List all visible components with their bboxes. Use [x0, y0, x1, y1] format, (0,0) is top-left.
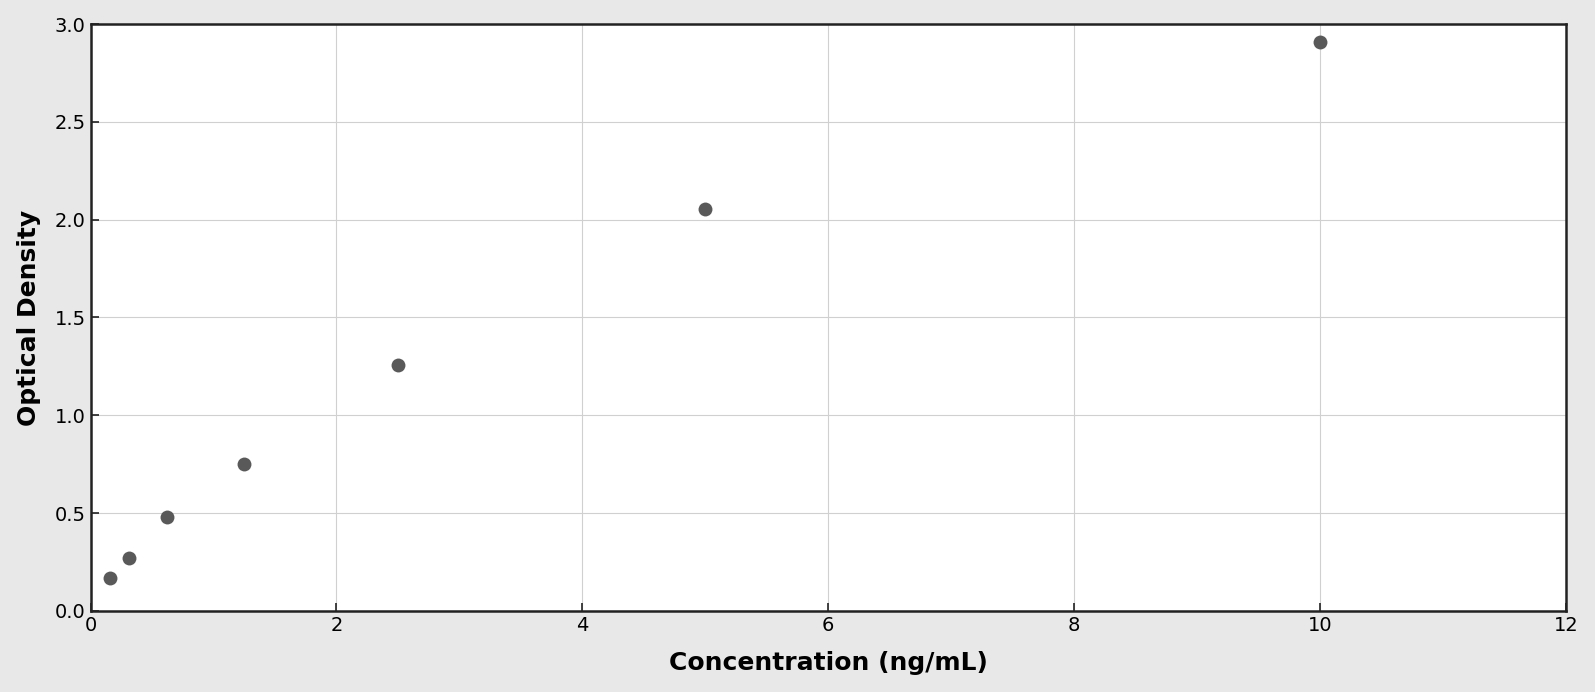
Point: [692, 203, 718, 215]
Point: [1308, 36, 1333, 47]
Point: [97, 572, 123, 583]
Point: [155, 511, 180, 522]
Point: [231, 459, 257, 470]
X-axis label: Concentration (ng/mL): Concentration (ng/mL): [668, 651, 987, 675]
Y-axis label: Optical Density: Optical Density: [16, 210, 40, 426]
Point: [116, 552, 142, 563]
Point: [384, 360, 410, 371]
